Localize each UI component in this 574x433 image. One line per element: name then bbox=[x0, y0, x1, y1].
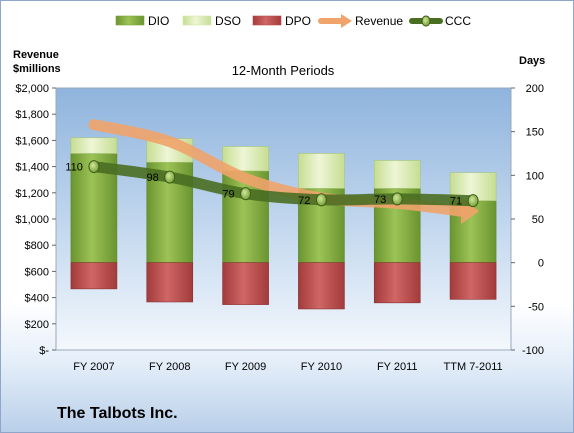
bar-dpo bbox=[222, 262, 269, 305]
ccc-marker bbox=[391, 192, 403, 206]
left-tick-label: $1,600 bbox=[15, 135, 49, 147]
category-label: FY 2009 bbox=[225, 361, 266, 373]
bar-dso bbox=[373, 160, 421, 189]
ccc-marker bbox=[467, 194, 479, 208]
right-tick-label: 50 bbox=[532, 214, 544, 226]
plot-area: 110 98 79 72 73 71 bbox=[55, 87, 512, 351]
legend-marker bbox=[421, 15, 431, 27]
ccc-marker bbox=[164, 170, 176, 184]
ccc-data-label: 98 bbox=[147, 172, 159, 184]
bar-dpo bbox=[146, 262, 194, 303]
category-label: TTM 7-2011 bbox=[444, 361, 503, 373]
legend-label: DSO bbox=[215, 14, 241, 28]
legend-label: Revenue bbox=[355, 14, 403, 28]
legend-swatch-dso bbox=[182, 15, 212, 26]
left-axis-title: Revenue bbox=[13, 49, 59, 61]
ccc-data-label: 71 bbox=[450, 196, 462, 208]
category-label: FY 2011 bbox=[377, 361, 418, 373]
left-tick-label: $2,000 bbox=[15, 83, 49, 95]
legend-swatch-dio bbox=[115, 15, 145, 26]
left-tick-label: $1,400 bbox=[15, 162, 49, 174]
right-tick-label: 200 bbox=[526, 83, 544, 95]
ccc-line bbox=[88, 161, 479, 207]
right-axis-title: Days bbox=[519, 55, 545, 67]
ccc-data-label: 110 bbox=[65, 162, 83, 174]
left-tick-label: $400 bbox=[25, 293, 49, 305]
ccc-marker bbox=[88, 160, 100, 174]
legend-label: DIO bbox=[148, 14, 169, 28]
right-tick-label: 0 bbox=[538, 258, 544, 270]
left-tick-label: $- bbox=[39, 345, 49, 357]
bar-dpo bbox=[373, 262, 421, 304]
legend-arrowhead bbox=[341, 14, 352, 28]
right-tick-label: 150 bbox=[526, 127, 544, 139]
ccc-data-label: 73 bbox=[374, 194, 386, 206]
company-name: The Talbots Inc. bbox=[57, 405, 178, 422]
bar-dso bbox=[298, 153, 345, 189]
bar-dso bbox=[70, 137, 118, 154]
right-tick-label: -50 bbox=[528, 301, 544, 313]
legend-label: CCC bbox=[445, 14, 471, 28]
legend: DIO DSO DPO Revenue CCC bbox=[115, 14, 471, 28]
left-tick-label: $600 bbox=[25, 266, 49, 278]
left-tick-label: $800 bbox=[25, 240, 49, 252]
left-tick-label: $200 bbox=[25, 319, 49, 331]
bar-dpo bbox=[70, 262, 118, 290]
legend-swatch-dpo bbox=[252, 15, 282, 26]
legend-label: DPO bbox=[285, 14, 311, 28]
axes: $- $200 $400 $600 $800 $1,000 $1,200 $1,400 $1,6… bbox=[13, 49, 545, 373]
chart-title: 12-Month Periods bbox=[232, 63, 335, 78]
bar-dpo bbox=[449, 262, 497, 300]
left-axis-title-units: $millions bbox=[13, 63, 61, 75]
ccc-marker bbox=[240, 187, 252, 201]
left-tick-label: $1,000 bbox=[15, 214, 49, 226]
bar-dpo bbox=[298, 262, 345, 310]
ccc-data-label: 72 bbox=[298, 195, 310, 207]
category-label: FY 2008 bbox=[149, 361, 190, 373]
left-tick-label: $1,800 bbox=[15, 109, 49, 121]
ccc-data-label: 79 bbox=[222, 189, 234, 201]
category-label: FY 2010 bbox=[301, 361, 342, 373]
right-tick-label: -100 bbox=[522, 345, 544, 357]
ccc-marker bbox=[315, 193, 327, 207]
category-label: FY 2007 bbox=[73, 361, 114, 373]
right-tick-label: 100 bbox=[526, 170, 544, 182]
left-tick-label: $1,200 bbox=[15, 188, 49, 200]
